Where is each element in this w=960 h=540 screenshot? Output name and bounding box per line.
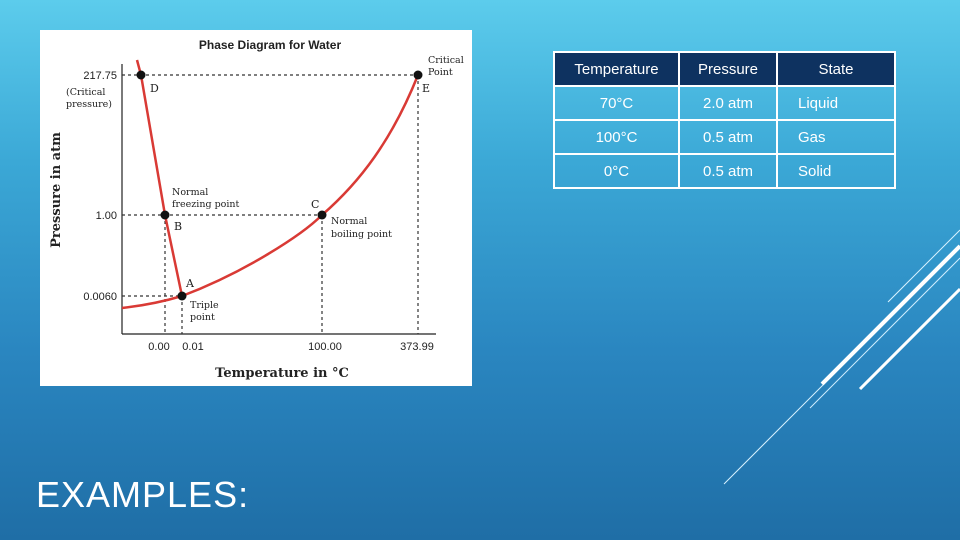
table-row: 0°C 0.5 atm Solid — [553, 153, 896, 189]
freezing-label-2: freezing point — [172, 199, 240, 210]
point-E-label: E — [422, 82, 430, 95]
x-tick-zero: 0.00 — [148, 341, 169, 353]
cell-pressure: 0.5 atm — [678, 153, 778, 189]
x-tick-boiling: 100.00 — [308, 341, 342, 353]
boiling-label-1: Normal — [331, 216, 367, 227]
critical-point-label-2: Point — [428, 67, 453, 78]
table-header-row: Temperature Pressure State — [553, 51, 896, 87]
triple-label-2: point — [190, 312, 215, 323]
diagram-title: Phase Diagram for Water — [199, 38, 342, 52]
deco-line-3 — [858, 287, 960, 391]
critical-pressure-note-1: (Critical — [66, 87, 105, 98]
cell-pressure: 0.5 atm — [678, 119, 778, 155]
x-tick-critical: 373.99 — [400, 341, 434, 353]
critical-pressure-note-2: pressure) — [66, 99, 112, 110]
examples-table: Temperature Pressure State 70°C 2.0 atm … — [553, 51, 896, 189]
guide-lines — [122, 74, 419, 334]
point-D-label: D — [150, 82, 159, 95]
slide-title: EXAMPLES: — [36, 474, 250, 515]
phase-diagram-image: Phase Diagram for Water — [40, 30, 472, 386]
header-temperature: Temperature — [553, 51, 680, 87]
x-tick-triple: 0.01 — [182, 341, 203, 353]
point-C — [317, 210, 327, 220]
x-axis-label: Temperature in °C — [215, 366, 349, 381]
deco-line-5 — [809, 257, 960, 409]
cell-temperature: 0°C — [553, 153, 680, 189]
point-E — [413, 70, 423, 80]
boiling-label-2: boiling point — [331, 229, 392, 240]
cell-state: Liquid — [776, 85, 896, 121]
phase-points — [136, 70, 423, 301]
sublimation-curve — [121, 294, 183, 310]
y-tick-critical: 217.75 — [83, 70, 117, 82]
cell-state: Solid — [776, 153, 896, 189]
header-pressure: Pressure — [678, 51, 778, 87]
cell-temperature: 70°C — [553, 85, 680, 121]
point-B — [160, 210, 170, 220]
point-A-label: A — [185, 277, 195, 290]
phase-curves — [121, 59, 420, 310]
cell-state: Gas — [776, 119, 896, 155]
vapor-pressure-curve — [181, 74, 420, 298]
deco-line-4 — [887, 229, 960, 303]
y-tick-one: 1.00 — [96, 210, 117, 222]
freezing-label-1: Normal — [172, 187, 208, 198]
y-tick-triple: 0.0060 — [83, 291, 117, 303]
deco-line-2 — [820, 244, 960, 386]
point-B-label: B — [174, 220, 182, 233]
point-C-label: C — [311, 198, 319, 211]
point-A — [177, 291, 187, 301]
solid-liquid-curve — [135, 59, 184, 297]
cell-pressure: 2.0 atm — [678, 85, 778, 121]
triple-label-1: Triple — [190, 300, 219, 311]
point-D — [136, 70, 146, 80]
cell-temperature: 100°C — [553, 119, 680, 155]
critical-point-label-1: Critical — [428, 55, 464, 66]
y-axis-label: Pressure in atm — [49, 132, 64, 248]
table-row: 100°C 0.5 atm Gas — [553, 119, 896, 155]
table-row: 70°C 2.0 atm Liquid — [553, 85, 896, 121]
header-state: State — [776, 51, 896, 87]
